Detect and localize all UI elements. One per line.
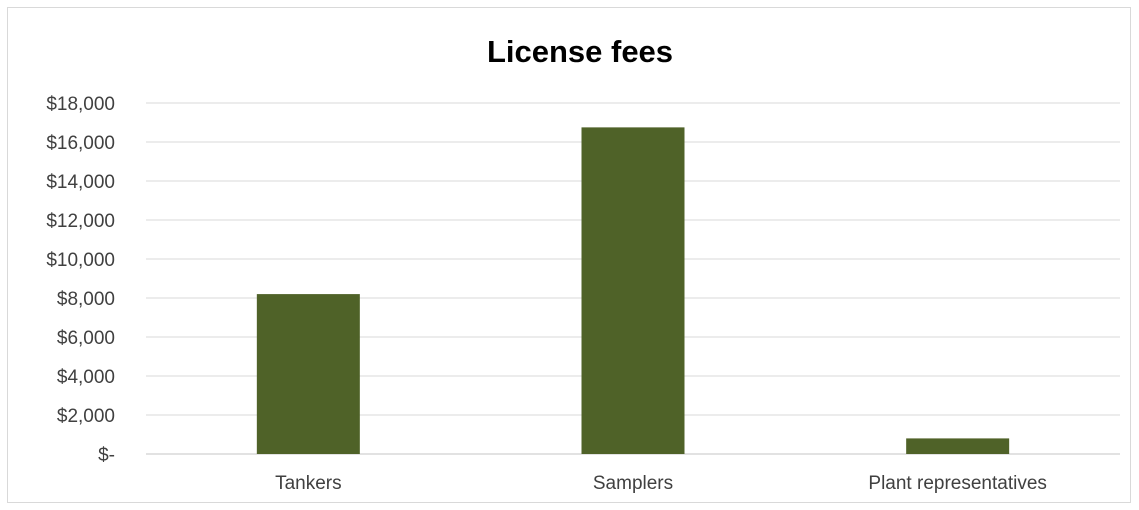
x-category-label: Plant representatives <box>868 473 1047 494</box>
bars <box>256 127 1010 454</box>
y-tick-label: $4,000 <box>57 367 115 388</box>
bar-samplers <box>581 127 685 454</box>
y-tick-label: $18,000 <box>46 94 115 115</box>
y-tick-label: $8,000 <box>57 289 115 310</box>
chart-frame <box>7 7 1131 503</box>
y-tick-label: $10,000 <box>46 250 115 271</box>
chart-title: License fees <box>487 34 673 69</box>
y-tick-label: $12,000 <box>46 211 115 232</box>
x-axis-category-labels: Tankers Samplers Plant representatives <box>275 473 1047 494</box>
y-tick-label: $6,000 <box>57 328 115 349</box>
bar-plant-representatives <box>906 438 1010 454</box>
y-axis-tick-labels: $- $2,000 $4,000 $6,000 $8,000 $10,000 $12,000… <box>46 94 115 466</box>
y-tick-label: $- <box>98 445 115 466</box>
x-category-label: Tankers <box>275 473 342 494</box>
bar-tankers <box>256 294 360 454</box>
y-tick-label: $2,000 <box>57 406 115 427</box>
y-tick-label: $14,000 <box>46 172 115 193</box>
y-tick-label: $16,000 <box>46 133 115 154</box>
x-category-label: Samplers <box>593 473 673 494</box>
